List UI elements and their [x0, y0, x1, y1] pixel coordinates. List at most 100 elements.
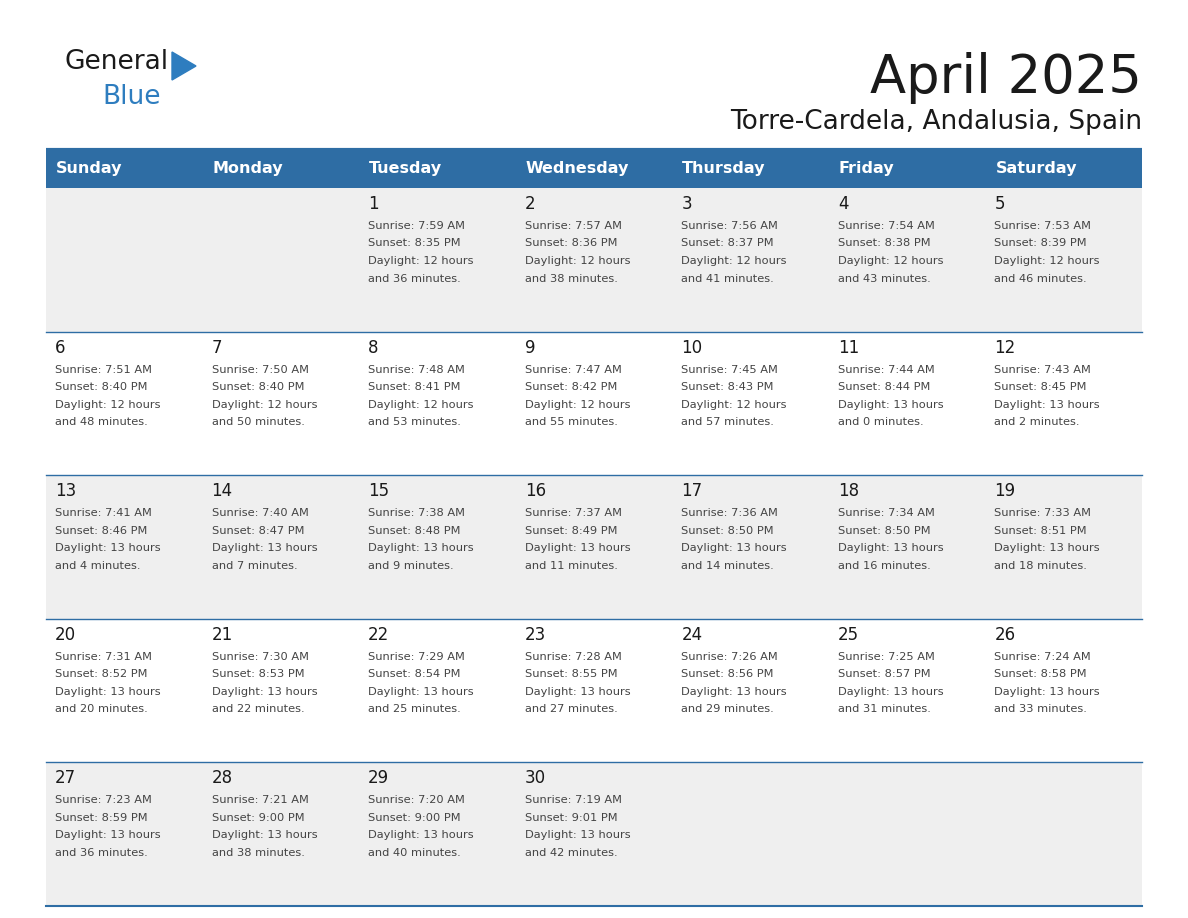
Polygon shape [172, 52, 196, 80]
Text: 16: 16 [525, 482, 545, 500]
Bar [46, 331, 1142, 476]
Text: Thursday: Thursday [682, 162, 766, 176]
Text: and 38 minutes.: and 38 minutes. [525, 274, 618, 284]
Text: Friday: Friday [839, 162, 895, 176]
Text: 6: 6 [55, 339, 65, 356]
Text: 9: 9 [525, 339, 536, 356]
Text: and 36 minutes.: and 36 minutes. [55, 848, 147, 858]
Text: 5: 5 [994, 195, 1005, 213]
Text: Wednesday: Wednesday [526, 162, 630, 176]
Text: Sunrise: 7:50 AM: Sunrise: 7:50 AM [211, 364, 309, 375]
Text: Sunset: 8:40 PM: Sunset: 8:40 PM [211, 382, 304, 392]
Text: Daylight: 12 hours: Daylight: 12 hours [994, 256, 1100, 266]
Text: 27: 27 [55, 769, 76, 788]
Text: Sunrise: 7:33 AM: Sunrise: 7:33 AM [994, 509, 1092, 518]
Text: 8: 8 [368, 339, 379, 356]
Text: and 53 minutes.: and 53 minutes. [368, 417, 461, 427]
Text: 28: 28 [211, 769, 233, 788]
Text: 30: 30 [525, 769, 545, 788]
Bar [46, 763, 1142, 906]
Text: Sunrise: 7:56 AM: Sunrise: 7:56 AM [681, 221, 778, 231]
Text: Sunrise: 7:23 AM: Sunrise: 7:23 AM [55, 795, 152, 805]
Bar [46, 150, 1142, 188]
Text: Daylight: 13 hours: Daylight: 13 hours [55, 687, 160, 697]
Text: Daylight: 12 hours: Daylight: 12 hours [525, 256, 630, 266]
Text: 22: 22 [368, 626, 390, 644]
Text: Sunrise: 7:48 AM: Sunrise: 7:48 AM [368, 364, 465, 375]
Text: Torre-Cardela, Andalusia, Spain: Torre-Cardela, Andalusia, Spain [729, 109, 1142, 135]
Text: and 57 minutes.: and 57 minutes. [681, 417, 775, 427]
Text: 15: 15 [368, 482, 390, 500]
Text: 14: 14 [211, 482, 233, 500]
Text: 21: 21 [211, 626, 233, 644]
Text: Sunrise: 7:29 AM: Sunrise: 7:29 AM [368, 652, 465, 662]
Text: Daylight: 12 hours: Daylight: 12 hours [55, 399, 160, 409]
Text: Daylight: 12 hours: Daylight: 12 hours [681, 256, 786, 266]
Text: Sunrise: 7:44 AM: Sunrise: 7:44 AM [838, 364, 935, 375]
Text: Sunrise: 7:59 AM: Sunrise: 7:59 AM [368, 221, 466, 231]
Text: and 2 minutes.: and 2 minutes. [994, 417, 1080, 427]
Text: Sunset: 8:40 PM: Sunset: 8:40 PM [55, 382, 147, 392]
Text: Sunrise: 7:54 AM: Sunrise: 7:54 AM [838, 221, 935, 231]
Text: 2: 2 [525, 195, 536, 213]
Text: Sunset: 8:47 PM: Sunset: 8:47 PM [211, 526, 304, 536]
Text: Sunrise: 7:26 AM: Sunrise: 7:26 AM [681, 652, 778, 662]
Text: Sunset: 8:45 PM: Sunset: 8:45 PM [994, 382, 1087, 392]
Text: Monday: Monday [213, 162, 283, 176]
Text: and 25 minutes.: and 25 minutes. [368, 704, 461, 714]
Text: Daylight: 13 hours: Daylight: 13 hours [368, 543, 474, 554]
Text: Sunrise: 7:53 AM: Sunrise: 7:53 AM [994, 221, 1092, 231]
Text: Sunset: 8:49 PM: Sunset: 8:49 PM [525, 526, 618, 536]
Text: Sunset: 9:01 PM: Sunset: 9:01 PM [525, 813, 618, 823]
Text: Daylight: 13 hours: Daylight: 13 hours [994, 687, 1100, 697]
Text: Daylight: 13 hours: Daylight: 13 hours [838, 687, 943, 697]
Text: Sunset: 8:51 PM: Sunset: 8:51 PM [994, 526, 1087, 536]
Text: Sunrise: 7:45 AM: Sunrise: 7:45 AM [681, 364, 778, 375]
Text: 11: 11 [838, 339, 859, 356]
Text: 29: 29 [368, 769, 390, 788]
Text: Sunset: 8:37 PM: Sunset: 8:37 PM [681, 239, 773, 249]
Text: Daylight: 13 hours: Daylight: 13 hours [525, 543, 631, 554]
Text: Daylight: 12 hours: Daylight: 12 hours [525, 399, 630, 409]
Text: Sunset: 8:55 PM: Sunset: 8:55 PM [525, 669, 618, 679]
Text: Sunset: 8:56 PM: Sunset: 8:56 PM [681, 669, 773, 679]
Text: and 33 minutes.: and 33 minutes. [994, 704, 1087, 714]
Bar [46, 188, 1142, 331]
Text: Sunset: 8:43 PM: Sunset: 8:43 PM [681, 382, 773, 392]
Text: Sunset: 8:38 PM: Sunset: 8:38 PM [838, 239, 930, 249]
Text: Sunrise: 7:41 AM: Sunrise: 7:41 AM [55, 509, 152, 518]
Text: and 40 minutes.: and 40 minutes. [368, 848, 461, 858]
Text: and 46 minutes.: and 46 minutes. [994, 274, 1087, 284]
Text: Daylight: 13 hours: Daylight: 13 hours [211, 831, 317, 840]
Text: Daylight: 13 hours: Daylight: 13 hours [55, 831, 160, 840]
Text: and 16 minutes.: and 16 minutes. [838, 561, 930, 571]
Text: and 36 minutes.: and 36 minutes. [368, 274, 461, 284]
Text: 3: 3 [681, 195, 691, 213]
Text: Sunrise: 7:34 AM: Sunrise: 7:34 AM [838, 509, 935, 518]
Text: Daylight: 13 hours: Daylight: 13 hours [681, 687, 786, 697]
Text: Tuesday: Tuesday [369, 162, 442, 176]
Text: 20: 20 [55, 626, 76, 644]
Text: 24: 24 [681, 626, 702, 644]
Text: Sunrise: 7:31 AM: Sunrise: 7:31 AM [55, 652, 152, 662]
Text: 4: 4 [838, 195, 848, 213]
Text: Sunrise: 7:38 AM: Sunrise: 7:38 AM [368, 509, 466, 518]
Text: and 7 minutes.: and 7 minutes. [211, 561, 297, 571]
Text: and 31 minutes.: and 31 minutes. [838, 704, 930, 714]
Text: Saturday: Saturday [996, 162, 1078, 176]
Text: 19: 19 [994, 482, 1016, 500]
Text: and 22 minutes.: and 22 minutes. [211, 704, 304, 714]
Text: Daylight: 12 hours: Daylight: 12 hours [211, 399, 317, 409]
Text: Sunset: 8:44 PM: Sunset: 8:44 PM [838, 382, 930, 392]
Text: and 29 minutes.: and 29 minutes. [681, 704, 775, 714]
Text: 18: 18 [838, 482, 859, 500]
Text: Sunrise: 7:30 AM: Sunrise: 7:30 AM [211, 652, 309, 662]
Text: and 55 minutes.: and 55 minutes. [525, 417, 618, 427]
Text: Sunrise: 7:19 AM: Sunrise: 7:19 AM [525, 795, 621, 805]
Text: 25: 25 [838, 626, 859, 644]
Text: Sunrise: 7:43 AM: Sunrise: 7:43 AM [994, 364, 1092, 375]
Text: Sunset: 8:54 PM: Sunset: 8:54 PM [368, 669, 461, 679]
Text: 17: 17 [681, 482, 702, 500]
Text: Daylight: 13 hours: Daylight: 13 hours [525, 687, 631, 697]
Bar [46, 476, 1142, 619]
